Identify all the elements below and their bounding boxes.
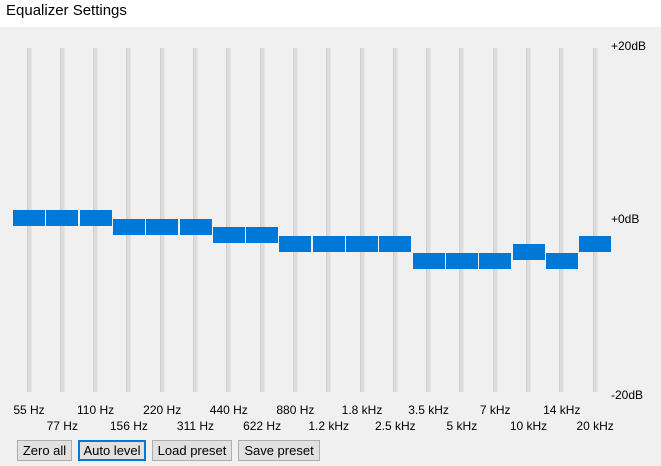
slider-thumb-77-hz[interactable] [46, 210, 79, 226]
slider-track-1-8-khz[interactable] [359, 48, 365, 392]
slider-track-880-hz[interactable] [292, 48, 298, 392]
freq-label-10-khz: 10 kHz [509, 419, 548, 433]
slider-thumb-622-hz[interactable] [246, 227, 279, 244]
freq-label-1-2-khz: 1.2 kHz [308, 419, 350, 433]
freq-label-77-hz: 77 Hz [46, 419, 78, 433]
freq-label-622-hz: 622 Hz [243, 419, 282, 433]
slider-thumb-220-hz[interactable] [146, 218, 179, 235]
freq-label-156-hz: 156 Hz [109, 419, 148, 433]
slider-thumb-5-khz[interactable] [445, 253, 478, 269]
slider-track-7-khz[interactable] [492, 48, 498, 392]
slider-track-10-khz[interactable] [526, 48, 531, 392]
slider-track-622-hz[interactable] [259, 48, 265, 392]
slider-thumb-2-5-khz[interactable] [379, 235, 412, 252]
slider-track-1-2-khz[interactable] [326, 48, 332, 392]
window-title: Equalizer Settings [6, 2, 127, 19]
slider-track-3-5-khz[interactable] [426, 48, 432, 392]
slider-thumb-880-hz[interactable] [279, 235, 312, 252]
scale-min-label: -20dB [611, 388, 644, 402]
freq-label-2-5-khz: 2.5 kHz [374, 419, 416, 433]
slider-track-20-khz[interactable] [592, 48, 598, 392]
slider-track-5-khz[interactable] [459, 48, 465, 392]
freq-label-880-hz: 880 Hz [276, 403, 315, 417]
freq-label-1-8-khz: 1.8 kHz [341, 403, 383, 417]
zero-all-button[interactable]: Zero all [17, 440, 72, 461]
freq-label-14-khz: 14 kHz [543, 403, 581, 417]
slider-track-440-hz[interactable] [226, 48, 232, 392]
slider-thumb-14-khz[interactable] [545, 253, 578, 269]
slider-track-2-5-khz[interactable] [392, 48, 398, 392]
freq-label-7-khz: 7 kHz [479, 403, 511, 417]
freq-label-20-khz: 20 kHz [576, 419, 614, 433]
freq-label-220-hz: 220 Hz [143, 403, 182, 417]
scale-max-label: +20dB [611, 39, 647, 53]
slider-thumb-20-khz[interactable] [579, 235, 612, 252]
slider-thumb-55-hz[interactable] [13, 210, 45, 226]
slider-thumb-10-khz[interactable] [512, 244, 545, 261]
slider-thumb-110-hz[interactable] [79, 210, 112, 226]
slider-thumb-3-5-khz[interactable] [412, 253, 445, 269]
auto-level-button[interactable]: Auto level [78, 440, 146, 461]
load-preset-button[interactable]: Load preset [152, 440, 232, 461]
freq-label-311-hz: 311 Hz [176, 419, 215, 433]
freq-label-3-5-khz: 3.5 kHz [408, 403, 449, 417]
freq-label-55-hz: 55 Hz [13, 403, 45, 417]
freq-label-5-khz: 5 kHz [446, 419, 478, 433]
freq-label-110-hz: 110 Hz [77, 403, 115, 417]
slider-thumb-311-hz[interactable] [179, 218, 212, 235]
slider-thumb-1-2-khz[interactable] [312, 235, 345, 252]
slider-thumb-156-hz[interactable] [112, 218, 145, 235]
slider-thumb-1-8-khz[interactable] [346, 235, 378, 252]
slider-track-14-khz[interactable] [559, 48, 565, 392]
freq-label-440-hz: 440 Hz [209, 403, 248, 417]
slider-thumb-440-hz[interactable] [212, 227, 245, 244]
scale-mid-label: +0dB [611, 212, 640, 226]
save-preset-button[interactable]: Save preset [238, 440, 320, 461]
slider-thumb-7-khz[interactable] [479, 253, 512, 269]
